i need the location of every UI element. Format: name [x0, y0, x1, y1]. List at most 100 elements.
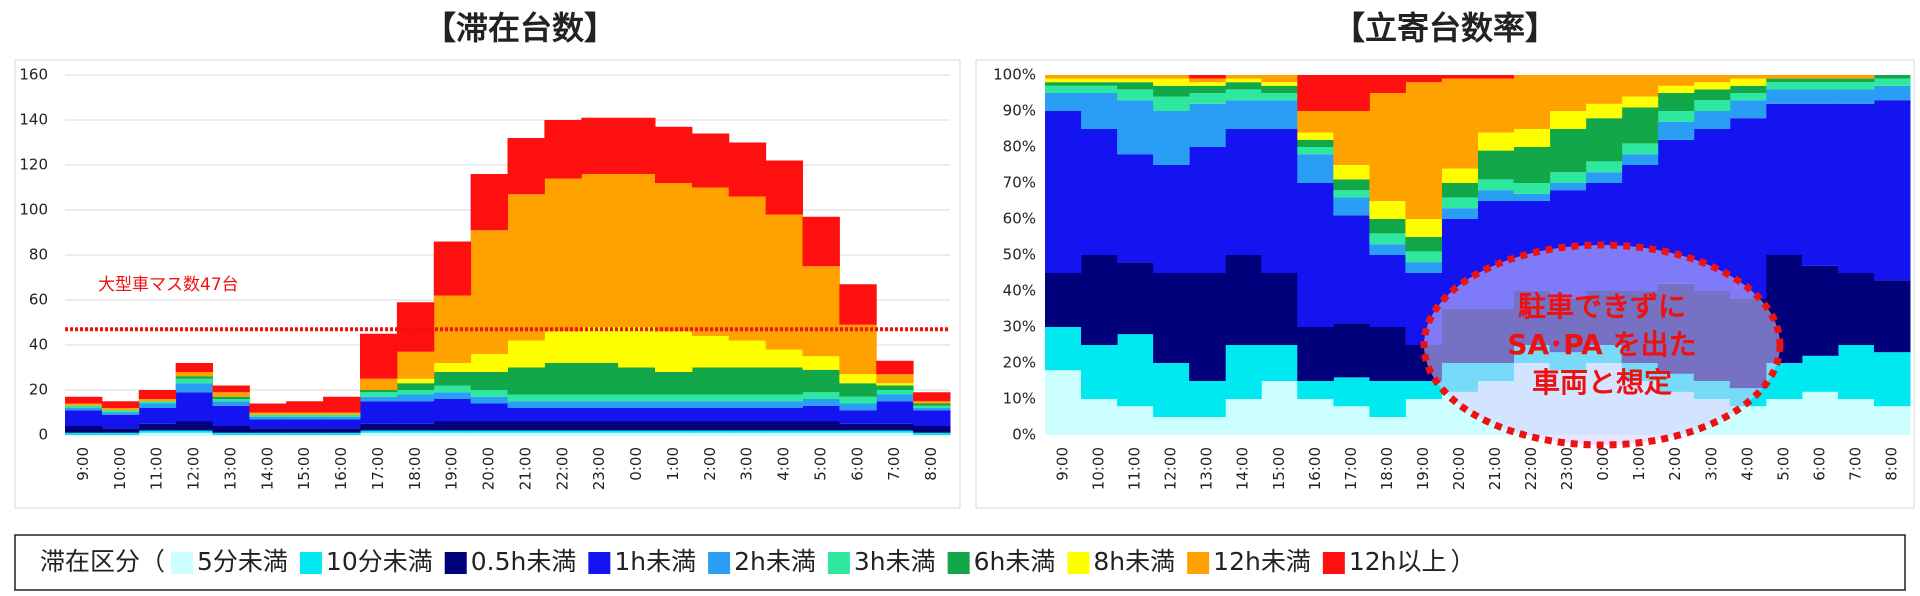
- x-tick-label: 21:00: [1486, 447, 1504, 490]
- bar-segment: [1333, 75, 1370, 111]
- bar-segment: [249, 412, 287, 415]
- bar-segment: [249, 414, 287, 417]
- bar-segment: [1693, 75, 1731, 83]
- annotation: 車両と想定: [1532, 366, 1672, 399]
- bar-segment: [581, 421, 619, 431]
- x-tick-label: 0:00: [1594, 447, 1612, 481]
- bar-segment: [839, 403, 877, 411]
- bar-segment: [101, 414, 140, 429]
- bar-segment: [765, 160, 803, 215]
- bar-segment: [1189, 85, 1226, 93]
- bar-segment: [655, 432, 693, 435]
- bar-segment: [728, 367, 767, 395]
- bar-segment: [1801, 89, 1839, 104]
- bar-segment: [1261, 381, 1298, 435]
- bar-segment: [1369, 417, 1406, 435]
- bar-segment: [138, 432, 177, 435]
- bar-segment: [618, 394, 656, 402]
- legend-label: 3h未満: [854, 547, 936, 576]
- bar-segment: [1441, 168, 1478, 183]
- bar-segment: [913, 405, 951, 408]
- bar-segment: [802, 399, 840, 406]
- bar-segment: [507, 430, 545, 433]
- bar-segment: [138, 423, 177, 431]
- bar-segment: [839, 432, 877, 435]
- bar-segment: [581, 363, 619, 395]
- bar-segment: [1081, 85, 1118, 93]
- bar-segment: [544, 430, 582, 433]
- y-tick-label: 10%: [1003, 390, 1036, 408]
- x-tick-label: 19:00: [443, 447, 461, 490]
- bar-segment: [65, 432, 103, 435]
- bar-segment: [1477, 75, 1515, 79]
- bar-segment: [1801, 82, 1839, 90]
- bar-segment: [913, 403, 951, 406]
- bar-segment: [1153, 273, 1190, 363]
- bar-segment: [1801, 78, 1839, 83]
- bar-segment: [655, 421, 693, 431]
- legend-label: 0.5h未満: [471, 547, 577, 576]
- legend-swatch: [947, 552, 970, 574]
- x-tick-label: 23:00: [590, 447, 608, 490]
- bar-segment: [286, 419, 324, 429]
- bar-segment: [175, 432, 213, 435]
- bar-segment: [1729, 100, 1767, 119]
- bar-segment: [249, 432, 287, 435]
- legend-swatch: [1067, 552, 1090, 574]
- bar-segment: [212, 401, 250, 406]
- bar-segment: [1585, 75, 1623, 104]
- legend-label: 2h未満: [734, 547, 816, 576]
- bar-segment: [1405, 75, 1442, 83]
- bar-segment: [1405, 82, 1442, 219]
- bar-segment: [1441, 208, 1478, 219]
- bar-segment: [1297, 147, 1334, 155]
- bar-segment: [1477, 190, 1515, 201]
- bar-segment: [1333, 190, 1370, 198]
- bar-segment: [544, 120, 582, 179]
- bar-segment: [175, 363, 213, 372]
- bar-segment: [1657, 93, 1695, 111]
- bar-segment: [544, 394, 582, 402]
- bar-segment: [470, 421, 508, 431]
- bar-segment: [507, 367, 545, 395]
- bar-segment: [470, 174, 508, 231]
- bar-segment: [765, 394, 803, 402]
- bar-segment: [1729, 93, 1767, 101]
- bar-segment: [1081, 82, 1118, 86]
- bar-segment: [1477, 78, 1515, 133]
- bar-segment: [1153, 165, 1190, 273]
- bar-segment: [691, 432, 730, 435]
- bar-segment: [507, 421, 545, 431]
- bar-segment: [1729, 75, 1767, 79]
- bar-segment: [802, 421, 840, 431]
- bar-segment: [876, 383, 914, 386]
- x-tick-label: 5:00: [811, 447, 829, 481]
- bar-segment: [1405, 237, 1442, 252]
- bar-segment: [1513, 129, 1551, 147]
- bar-segment: [1765, 75, 1803, 79]
- bar-segment: [1297, 327, 1334, 381]
- bar-segment: [249, 403, 287, 413]
- x-tick-label: 4:00: [775, 447, 793, 481]
- bar-segment: [1621, 154, 1659, 165]
- bar-segment: [470, 230, 508, 354]
- bar-segment: [1225, 78, 1262, 83]
- bar-segment: [396, 432, 435, 435]
- bar-segment: [1261, 93, 1298, 101]
- bar-segment: [1261, 82, 1298, 86]
- bar-segment: [1189, 381, 1226, 417]
- bar-segment: [691, 401, 730, 408]
- bar-segment: [728, 432, 767, 435]
- bar-segment: [1225, 75, 1262, 79]
- bar-segment: [1405, 381, 1442, 399]
- bar-segment: [396, 383, 435, 390]
- bar-segment: [839, 324, 877, 375]
- bar-segment: [101, 428, 140, 433]
- bar-segment: [1549, 183, 1587, 191]
- bar-segment: [433, 363, 472, 372]
- bar-segment: [433, 392, 472, 399]
- bar-segment: [802, 356, 840, 370]
- bar-segment: [1837, 82, 1875, 90]
- bar-segment: [323, 432, 361, 435]
- x-tick-label: 5:00: [1774, 447, 1792, 481]
